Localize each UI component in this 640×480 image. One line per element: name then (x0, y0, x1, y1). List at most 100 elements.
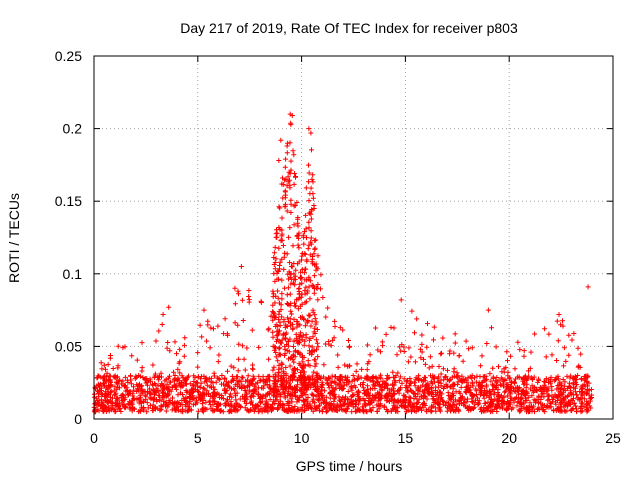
data-point (291, 316, 297, 322)
data-point (284, 401, 290, 407)
data-point (280, 402, 286, 408)
data-point (320, 400, 326, 405)
data-point (518, 396, 523, 402)
data-point (308, 405, 314, 410)
data-point (358, 375, 364, 381)
data-point (286, 338, 291, 344)
data-point (301, 241, 307, 247)
data-point (578, 351, 584, 357)
data-point (103, 374, 109, 380)
data-point (99, 366, 105, 372)
data-point (275, 269, 281, 274)
data-point (144, 400, 150, 406)
data-point (445, 390, 451, 396)
data-point (581, 396, 587, 402)
data-point (492, 396, 498, 402)
data-point (566, 400, 572, 406)
data-point (418, 355, 424, 361)
data-point (433, 384, 439, 390)
data-point (447, 377, 453, 383)
data-point (290, 372, 296, 378)
data-point (532, 398, 538, 404)
data-point (523, 385, 529, 391)
data-point (555, 376, 561, 382)
data-point (375, 379, 381, 385)
data-point (540, 386, 546, 392)
data-point (294, 319, 300, 324)
data-point (295, 215, 301, 220)
data-point (526, 373, 532, 379)
data-point (216, 352, 222, 358)
data-point (204, 382, 210, 388)
data-point (311, 285, 317, 291)
data-point (458, 394, 464, 400)
data-point (331, 398, 337, 404)
data-point (122, 395, 128, 401)
data-point (546, 393, 552, 399)
data-point (233, 393, 238, 399)
data-point (569, 406, 575, 412)
data-point (445, 383, 450, 389)
data-point (263, 376, 269, 382)
data-point (299, 280, 305, 286)
data-point (208, 405, 214, 411)
data-point (177, 346, 183, 352)
data-point (384, 392, 389, 398)
data-point (288, 308, 294, 314)
data-point (459, 373, 465, 379)
data-point (323, 409, 329, 415)
x-tick-label: 15 (398, 430, 414, 446)
data-point (143, 380, 149, 386)
data-point (314, 385, 320, 391)
data-point (471, 404, 477, 410)
data-point (429, 403, 435, 409)
data-point (500, 378, 506, 384)
data-point (279, 360, 285, 366)
data-point (228, 363, 234, 369)
data-point (178, 402, 183, 408)
data-point (373, 374, 379, 380)
data-point (276, 311, 282, 317)
data-point (283, 176, 289, 182)
data-point (241, 396, 247, 402)
data-point (582, 383, 588, 389)
data-point (284, 208, 290, 214)
data-point (437, 407, 443, 413)
data-point (164, 381, 170, 387)
data-point (104, 370, 110, 376)
data-point (481, 395, 487, 401)
data-point (293, 267, 299, 273)
data-point (458, 384, 464, 390)
data-point (301, 376, 307, 382)
data-point (558, 322, 564, 328)
data-point (113, 403, 119, 409)
data-point (532, 331, 538, 337)
data-point (115, 400, 121, 406)
data-point (531, 389, 537, 395)
y-axis-title: ROTI / TECUs (6, 193, 22, 283)
data-point (272, 387, 278, 393)
data-point (560, 318, 565, 324)
data-point (365, 361, 371, 367)
data-point (308, 130, 314, 136)
x-tick-label: 20 (501, 430, 517, 446)
data-point (522, 381, 528, 387)
data-point (419, 341, 425, 347)
data-point (260, 385, 266, 391)
data-point (566, 352, 572, 358)
data-point (391, 405, 397, 410)
data-point (308, 216, 314, 222)
data-point (341, 382, 347, 388)
data-point (271, 311, 277, 317)
data-point (302, 323, 308, 329)
data-point (451, 350, 457, 356)
data-point (278, 137, 284, 143)
data-point (554, 318, 560, 324)
data-point (362, 401, 368, 407)
data-point (292, 300, 297, 306)
data-point (440, 366, 446, 372)
data-point (548, 376, 554, 382)
data-point (411, 401, 417, 407)
data-point (475, 400, 481, 406)
data-point (520, 376, 526, 381)
